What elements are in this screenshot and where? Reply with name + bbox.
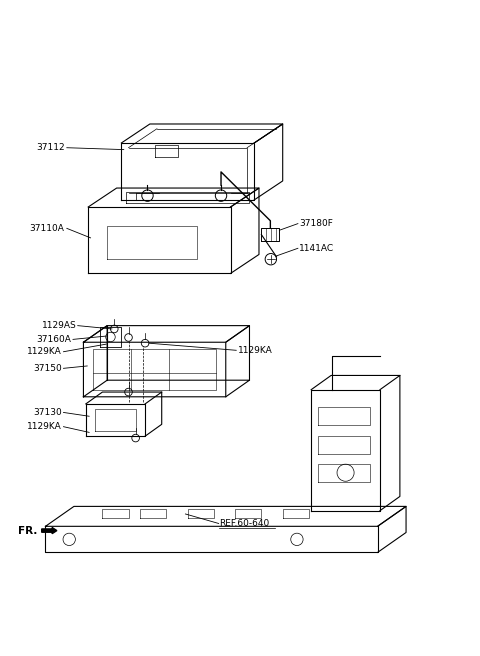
- Text: 1129AS: 1129AS: [42, 321, 76, 330]
- Text: FR.: FR.: [18, 525, 37, 535]
- Text: 1129KA: 1129KA: [27, 422, 62, 431]
- Text: 37180F: 37180F: [300, 219, 333, 228]
- Text: 1141AC: 1141AC: [300, 244, 335, 253]
- Text: 37130: 37130: [33, 408, 62, 417]
- Text: 1129KA: 1129KA: [27, 347, 62, 356]
- Text: 37150: 37150: [33, 364, 62, 373]
- FancyArrow shape: [42, 527, 57, 534]
- Text: 37112: 37112: [36, 143, 64, 152]
- Text: 37160A: 37160A: [36, 335, 72, 344]
- Text: 37110A: 37110A: [30, 224, 64, 233]
- Text: 1129KA: 1129KA: [238, 346, 272, 355]
- Text: REF.60-640: REF.60-640: [219, 519, 269, 528]
